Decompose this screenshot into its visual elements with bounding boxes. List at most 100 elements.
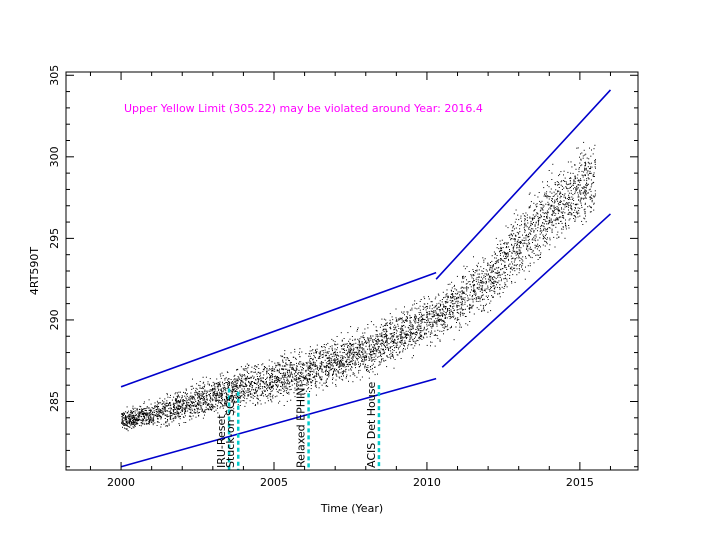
data-point: [148, 407, 150, 409]
data-point: [382, 344, 384, 346]
data-point: [232, 385, 234, 387]
data-point: [592, 153, 594, 155]
data-point: [583, 141, 585, 143]
data-point: [169, 414, 171, 416]
data-point: [518, 219, 520, 221]
data-point: [193, 404, 194, 406]
data-point: [456, 297, 458, 299]
data-point: [372, 347, 374, 348]
data-point: [324, 355, 326, 357]
data-point: [412, 325, 414, 327]
data-point: [498, 293, 500, 295]
data-point: [516, 231, 518, 233]
data-point: [522, 243, 524, 245]
data-point: [364, 359, 366, 361]
data-point: [311, 353, 312, 355]
data-point: [535, 222, 537, 224]
data-point: [226, 397, 228, 399]
data-point: [168, 410, 170, 412]
data-point: [415, 315, 417, 317]
data-point: [588, 178, 590, 180]
data-point: [525, 239, 527, 241]
data-point: [256, 382, 258, 384]
data-point: [497, 276, 499, 278]
data-point: [382, 341, 384, 343]
data-point: [552, 225, 554, 227]
data-point: [292, 380, 294, 382]
data-point: [542, 225, 544, 227]
data-point: [260, 403, 262, 405]
data-point: [213, 388, 215, 390]
data-point: [464, 287, 466, 289]
data-point: [259, 384, 261, 385]
data-point: [329, 362, 331, 364]
data-point: [177, 397, 178, 399]
data-point: [583, 187, 585, 189]
data-point: [545, 220, 546, 222]
data-point: [253, 382, 255, 383]
data-point: [135, 414, 137, 415]
data-point: [294, 379, 296, 381]
data-point: [289, 361, 291, 363]
data-point: [222, 383, 224, 385]
data-point: [158, 410, 160, 412]
data-point: [355, 342, 357, 344]
data-point: [153, 420, 155, 422]
data-point: [505, 258, 507, 260]
data-point: [179, 391, 181, 393]
data-point: [211, 404, 213, 406]
data-point: [315, 350, 316, 352]
data-point: [155, 411, 157, 412]
data-point: [314, 364, 316, 366]
data-point: [286, 380, 288, 382]
data-point: [322, 362, 324, 364]
data-point: [293, 378, 295, 380]
data-point: [342, 355, 343, 357]
data-point: [561, 212, 563, 214]
data-point: [494, 252, 496, 254]
data-point: [313, 369, 315, 371]
data-point: [456, 309, 458, 311]
data-point: [276, 384, 277, 386]
data-point: [436, 308, 438, 310]
data-point: [339, 361, 341, 363]
data-point: [420, 334, 422, 336]
data-point: [392, 351, 394, 353]
data-point: [489, 269, 491, 271]
data-point: [480, 281, 482, 283]
data-point: [327, 361, 329, 362]
data-point: [391, 340, 393, 342]
data-point: [487, 278, 489, 280]
data-point: [464, 316, 466, 317]
data-point: [352, 356, 354, 358]
data-point: [185, 389, 187, 391]
data-point: [288, 383, 290, 385]
data-point: [517, 239, 519, 241]
data-point: [511, 261, 513, 263]
data-point: [435, 313, 437, 315]
data-point: [304, 364, 306, 366]
data-point: [385, 340, 387, 342]
data-point: [318, 374, 320, 376]
data-point: [158, 422, 160, 423]
data-point: [245, 377, 246, 379]
data-point: [255, 369, 257, 371]
data-point: [484, 290, 486, 292]
data-point: [182, 400, 184, 402]
data-point: [197, 407, 199, 409]
data-point: [158, 406, 159, 407]
data-point: [570, 182, 572, 184]
data-point: [126, 425, 128, 427]
data-point: [269, 368, 270, 370]
data-point: [452, 313, 454, 315]
data-point: [588, 172, 590, 174]
data-point: [398, 319, 400, 321]
data-point: [553, 195, 555, 197]
data-point: [337, 343, 339, 345]
data-point: [553, 191, 555, 193]
data-point: [479, 300, 481, 302]
data-point: [564, 212, 566, 214]
data-point: [481, 292, 483, 294]
data-point: [198, 395, 200, 397]
data-point: [422, 330, 424, 332]
